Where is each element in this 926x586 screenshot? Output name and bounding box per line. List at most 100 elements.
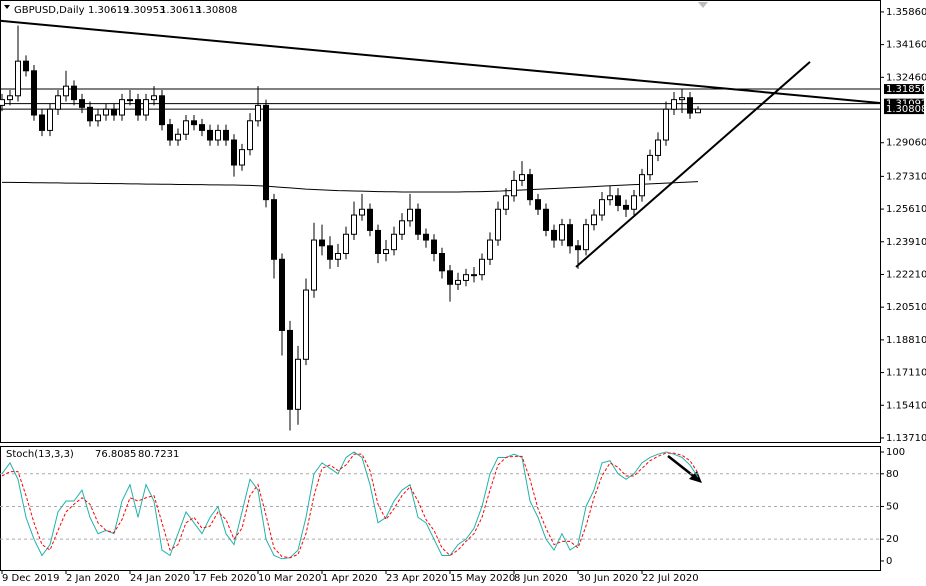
high-value: 1.30953 [124, 5, 165, 16]
stoch-main [1, 451, 699, 560]
x-tick-label: 10 Mar 2020 [258, 573, 321, 584]
stoch-main-value: 76.8085 [95, 449, 136, 460]
candle-body [159, 95, 165, 126]
candle-body [663, 108, 669, 141]
candle-body [255, 104, 261, 122]
candle-body [223, 129, 229, 141]
candle-body [7, 95, 13, 101]
level-label: 1.31850 [886, 84, 926, 95]
candle-body [471, 274, 477, 277]
candle-body [431, 239, 437, 255]
candle-body [199, 124, 205, 131]
candle-body [415, 208, 421, 235]
y-tick-label: 80 [886, 469, 899, 480]
y-tick-label: 0 [886, 556, 892, 567]
y-tick-label: 1.23910 [886, 237, 926, 248]
candle-body [271, 199, 277, 260]
candle-body [231, 139, 237, 166]
candle-body [375, 229, 381, 255]
candle-body [79, 99, 85, 108]
candle-body [639, 174, 645, 197]
y-tick-label: 1.22210 [886, 269, 926, 280]
candle-body [599, 199, 605, 216]
candle-body [119, 99, 125, 116]
x-tick-label: 1 Apr 2020 [322, 573, 377, 584]
candle-body [175, 133, 181, 141]
candle-body [695, 108, 701, 114]
level-label: 1.30808 [886, 104, 926, 115]
candle-body [479, 258, 485, 276]
close-value: 1.30808 [196, 5, 237, 16]
candle-body [615, 195, 621, 206]
candle-body [655, 139, 661, 156]
candle-body [407, 208, 413, 222]
candle-body [95, 114, 101, 122]
candle-body [303, 289, 309, 360]
candle-body [519, 174, 525, 181]
candle-body [455, 279, 461, 285]
candle-body [143, 99, 149, 116]
candle-body [543, 208, 549, 231]
y-tick-label: 1.29060 [886, 138, 926, 149]
main-title: GBPUSD,Daily 1.30619 1.30953 1.30613 1.3… [4, 5, 237, 16]
stoch-pane [0, 446, 881, 571]
x-tick-label: 8 Jun 2020 [514, 573, 568, 584]
y-tick-label: 1.32460 [886, 72, 926, 83]
candle-body [335, 253, 341, 260]
y-tick-label: 1.13710 [886, 433, 926, 444]
candle-body [383, 249, 389, 255]
candle-body [183, 120, 189, 135]
candle-body [391, 233, 397, 251]
candle-body [487, 239, 493, 260]
trendline [0, 19, 881, 104]
moving-average [2, 181, 699, 193]
candle-body [0, 99, 5, 106]
candle-body [71, 85, 77, 101]
level-label-box [884, 84, 924, 95]
candle-body [279, 258, 285, 331]
candle-body [559, 224, 565, 241]
trendline [575, 61, 811, 268]
candle-body [623, 204, 629, 210]
candle-body [111, 108, 117, 116]
candle-body [207, 129, 213, 141]
main-pane [0, 0, 881, 443]
candle-body [239, 149, 245, 166]
x-tick-label: 24 Jan 2020 [130, 573, 190, 584]
candle-body [551, 229, 557, 241]
title-arrow [4, 5, 10, 9]
candle-body [103, 108, 109, 116]
candle-body [423, 233, 429, 241]
x-tick-label: 2 Jan 2020 [66, 573, 120, 584]
y-tick-label: 100 [886, 447, 905, 458]
candle-body [679, 97, 685, 101]
candle-body [47, 108, 53, 131]
candle-body [263, 104, 269, 201]
candle-body [671, 99, 677, 110]
candle-body [511, 179, 517, 197]
candle-body [647, 154, 653, 176]
x-tick-label: 30 Jun 2020 [578, 573, 638, 584]
candle-body [87, 106, 93, 122]
y-tick-label: 1.17110 [886, 368, 926, 379]
y-tick-label: 1.35860 [886, 7, 926, 18]
x-tick-label: 17 Feb 2020 [194, 573, 256, 584]
candle-body [15, 60, 21, 97]
candle-body [687, 97, 693, 114]
y-tick-label: 1.20510 [886, 302, 926, 313]
candle-body [583, 224, 589, 251]
y-tick-label: 20 [886, 534, 899, 545]
y-tick-label: 1.27310 [886, 171, 926, 182]
shift-marker [698, 2, 708, 8]
candle-body [591, 214, 597, 226]
candle-body [247, 120, 253, 151]
candle-body [351, 214, 357, 235]
candle-body [23, 60, 29, 72]
candle-body [151, 95, 157, 101]
candle-body [495, 208, 501, 241]
annotation-arrowhead [689, 471, 702, 483]
x-tick-label: 23 Apr 2020 [386, 573, 448, 584]
annotation-arrow [667, 455, 697, 479]
open-value: 1.30619 [88, 5, 129, 16]
candle-body [39, 114, 45, 131]
